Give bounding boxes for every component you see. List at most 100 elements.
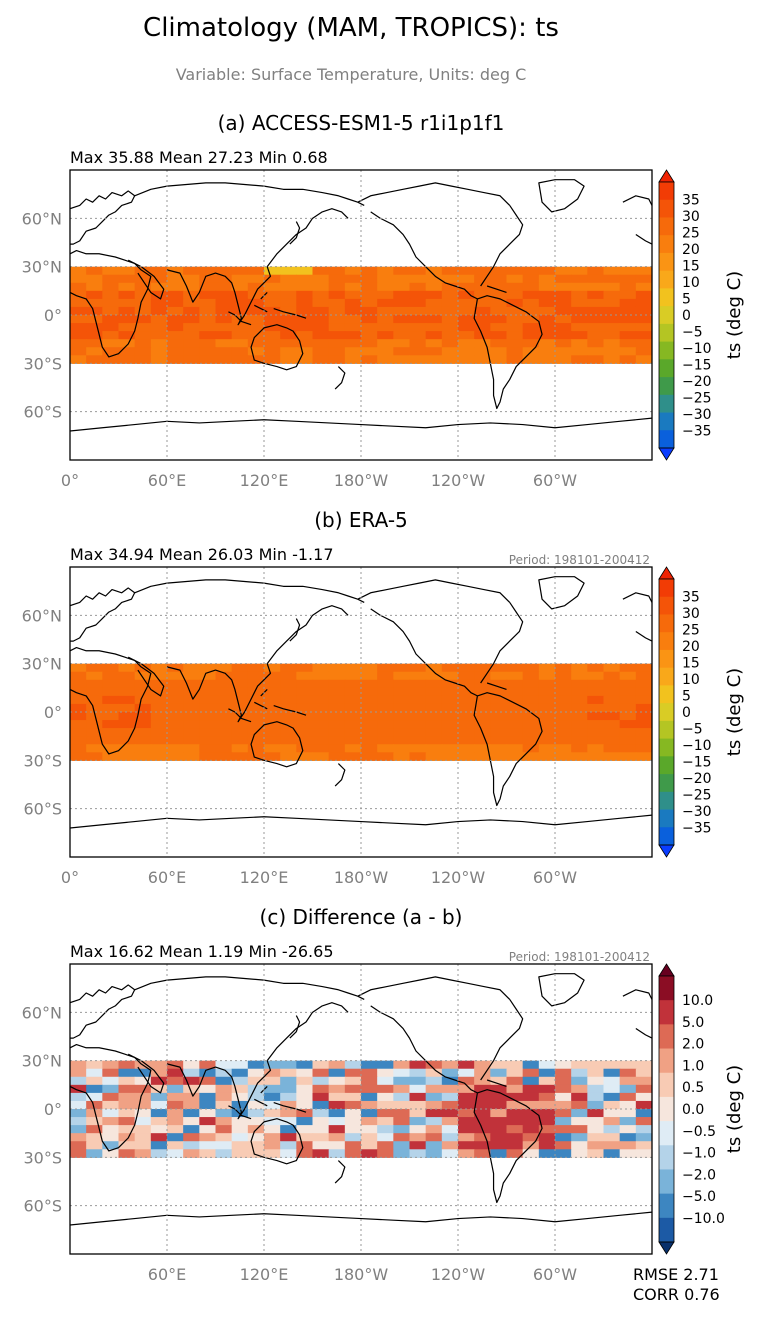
field-cell <box>344 1092 362 1102</box>
field-cell <box>571 274 588 284</box>
field-cell <box>150 1125 168 1134</box>
field-cell <box>183 712 200 721</box>
field-cell <box>619 266 637 276</box>
field-cell <box>538 1109 556 1118</box>
field-cell <box>199 1076 217 1086</box>
field-cell <box>425 306 443 316</box>
field-cell <box>441 687 459 697</box>
field-cell <box>150 687 168 697</box>
field-cell <box>102 355 120 364</box>
field-cell <box>134 298 152 308</box>
field-cell <box>555 1100 572 1110</box>
colorbar-segment <box>659 614 674 633</box>
field-cell <box>264 306 281 316</box>
rmse-label: RMSE 2.71 <box>633 1265 719 1284</box>
field-cell <box>474 347 491 356</box>
field-cell <box>603 663 621 673</box>
colorbar-min-cap <box>658 447 675 461</box>
field-cell <box>571 679 588 689</box>
field-cell <box>344 1076 362 1086</box>
field-cell <box>247 1149 265 1158</box>
field-cell <box>377 687 394 697</box>
field-cell <box>296 323 314 332</box>
field-cell <box>264 728 281 737</box>
field-cell <box>522 720 540 729</box>
field-cell <box>393 663 411 673</box>
y-tick-label: 30°S <box>23 354 62 373</box>
field-cell <box>344 274 362 284</box>
field-cell <box>86 1109 103 1118</box>
field-cell <box>458 323 475 332</box>
field-cell <box>86 712 103 721</box>
field-cell <box>344 671 362 681</box>
field-cell <box>635 306 652 316</box>
field-cell <box>377 315 394 324</box>
field-cell <box>409 687 427 697</box>
field-cell <box>134 290 152 300</box>
field-cell <box>167 339 184 348</box>
field-cell <box>312 282 330 292</box>
field-cell <box>409 752 427 761</box>
field-cell <box>118 1141 136 1150</box>
field-cell <box>183 1068 200 1078</box>
field-cell <box>247 687 265 697</box>
field-cell <box>619 752 637 761</box>
field-cell <box>425 687 443 697</box>
field-cell <box>231 671 249 681</box>
field-cell <box>70 1149 87 1158</box>
field-cell <box>344 703 362 713</box>
field-cell <box>587 1084 605 1094</box>
field-cell <box>619 671 637 681</box>
map-frame <box>69 963 653 1255</box>
field-cell <box>587 290 605 300</box>
field-cell <box>458 355 475 364</box>
field-cell <box>118 315 136 324</box>
field-cell <box>231 266 249 276</box>
field-cell <box>377 1125 394 1134</box>
field-cell <box>393 266 411 276</box>
field-cell <box>199 1149 217 1158</box>
colorbar-segment <box>659 235 674 254</box>
field-cell <box>555 744 572 753</box>
field-cell <box>555 1141 572 1150</box>
field-cell <box>458 679 475 689</box>
field-cell <box>587 1068 605 1078</box>
field-cell <box>506 1060 524 1070</box>
field-cell <box>328 266 346 276</box>
field-cell <box>264 315 281 324</box>
field-cell <box>425 1100 443 1110</box>
field-cell <box>312 1060 330 1070</box>
field-cell <box>199 712 217 721</box>
field-cell <box>247 663 265 673</box>
x-tick-label: 60°W <box>533 471 577 490</box>
field-cell <box>296 306 314 316</box>
field-cell <box>458 1125 475 1134</box>
colorbar-segment <box>659 199 674 218</box>
field-cell <box>70 339 87 348</box>
field-cell <box>215 1092 233 1102</box>
field-cell <box>555 1133 572 1142</box>
field-cell <box>506 1092 524 1102</box>
field-cell <box>70 274 87 284</box>
field-cell <box>490 1092 508 1102</box>
field-cell <box>490 663 508 673</box>
field-cell <box>603 1100 621 1110</box>
field-cell <box>555 736 572 745</box>
field-cell <box>635 1068 652 1078</box>
field-cell <box>264 274 281 284</box>
colorbar-segment <box>659 270 674 289</box>
field-cell <box>409 736 427 745</box>
colorbar-segment <box>659 579 674 598</box>
colorbar-segment <box>659 791 674 810</box>
field-cell <box>328 290 346 300</box>
field-cell <box>118 671 136 681</box>
field-cell <box>118 1133 136 1142</box>
field-cell <box>393 752 411 761</box>
x-tick-label: 180°W <box>334 471 389 490</box>
field-cell <box>490 339 508 348</box>
field-cell <box>506 720 524 729</box>
field-cell <box>619 1117 637 1126</box>
field-cell <box>571 1117 588 1126</box>
field-cell <box>393 687 411 697</box>
field-cell <box>441 298 459 308</box>
